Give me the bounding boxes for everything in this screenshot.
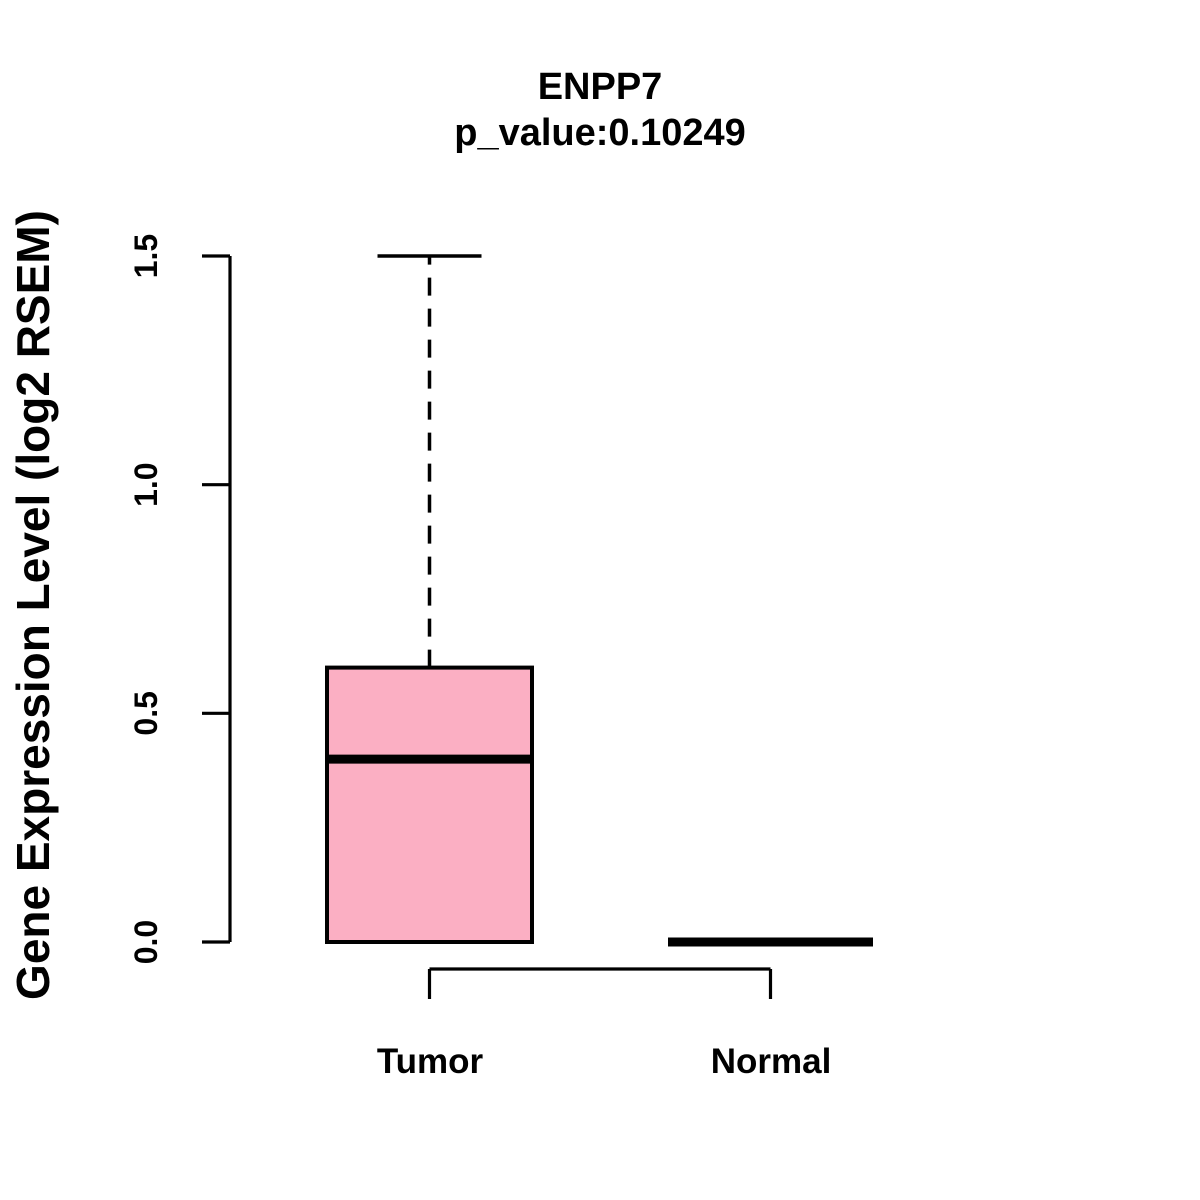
y-tick-label: 1.0 [128,462,164,506]
tumor-box [325,665,534,944]
y-tick-label: 1.5 [128,234,164,278]
x-tick-label-tumor: Tumor [376,1042,484,1081]
y-tick-label: 0.5 [128,691,164,735]
chart-title: ENPP7 [537,66,663,108]
x-tick-label-normal: Normal [710,1042,832,1081]
y-tick-label: 0.0 [128,920,164,964]
chart-subtitle-pvalue: p_value:0.10249 [454,112,746,154]
